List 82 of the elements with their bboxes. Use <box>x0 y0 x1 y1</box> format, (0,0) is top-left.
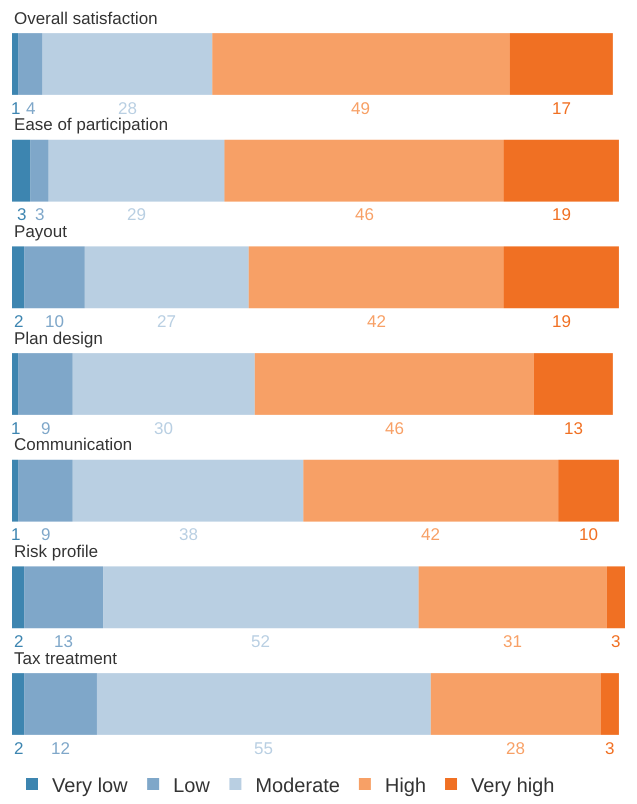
bar <box>248 246 504 308</box>
bar <box>18 460 73 522</box>
bar <box>12 33 18 95</box>
legend-label: Very high <box>471 774 554 797</box>
bar <box>24 566 104 628</box>
bar <box>18 33 42 95</box>
bar <box>303 460 558 522</box>
y-tick-label: Tax treatment <box>14 649 118 668</box>
data-label: 3 <box>17 205 26 224</box>
data-label: 42 <box>367 312 386 331</box>
bar <box>84 246 249 308</box>
y-tick-label: Risk profile <box>14 542 98 561</box>
data-label: 2 <box>14 739 24 758</box>
bar <box>212 33 510 95</box>
bar <box>12 246 24 308</box>
data-label: 55 <box>254 739 273 758</box>
data-label: 2 <box>14 632 24 651</box>
data-label: 10 <box>579 525 598 544</box>
data-label: 9 <box>41 419 50 438</box>
data-label: 46 <box>385 419 404 438</box>
data-label: 42 <box>421 525 440 544</box>
data-label: 38 <box>179 525 198 544</box>
y-tick-label: Overall satisfaction <box>14 9 158 28</box>
bar <box>18 353 73 415</box>
bar <box>24 246 85 308</box>
bar <box>12 140 30 202</box>
bar <box>72 460 304 522</box>
data-label: 1 <box>11 99 20 118</box>
bar <box>12 673 24 735</box>
data-label: 19 <box>552 312 571 331</box>
bar <box>96 673 431 735</box>
bar <box>606 566 625 628</box>
data-label: 46 <box>355 205 374 224</box>
bar <box>504 246 619 308</box>
bar <box>510 33 613 95</box>
bar <box>48 140 224 202</box>
y-tick-label: Plan design <box>14 329 103 348</box>
bar <box>24 673 97 735</box>
data-label: 13 <box>54 632 73 651</box>
bar <box>224 140 504 202</box>
y-tick-label: Payout <box>14 222 68 241</box>
bar <box>534 353 613 415</box>
y-tick-label: Ease of participation <box>14 115 168 134</box>
data-label: 2 <box>14 312 24 331</box>
data-label: 52 <box>251 632 270 651</box>
legend-label: Moderate <box>255 774 340 797</box>
data-label: 31 <box>503 632 522 651</box>
data-label: 29 <box>127 205 146 224</box>
data-label: 12 <box>51 739 70 758</box>
data-label: 28 <box>118 99 137 118</box>
bar <box>12 566 24 628</box>
bar <box>42 33 212 95</box>
bar <box>12 460 18 522</box>
data-label: 9 <box>41 525 50 544</box>
data-label: 4 <box>26 99 36 118</box>
data-label: 13 <box>564 419 583 438</box>
data-label: 30 <box>154 419 173 438</box>
bar <box>30 140 48 202</box>
data-label: 10 <box>45 312 64 331</box>
bar <box>600 673 619 735</box>
data-label: 28 <box>506 739 525 758</box>
bar <box>12 353 18 415</box>
data-label: 3 <box>35 205 44 224</box>
data-label: 3 <box>605 739 614 758</box>
bar <box>418 566 607 628</box>
data-label: 19 <box>552 205 571 224</box>
legend-label: High <box>384 774 426 797</box>
bar <box>558 460 619 522</box>
bar <box>72 353 255 415</box>
data-label: 49 <box>351 99 370 118</box>
y-tick-label: Communication <box>14 435 132 454</box>
bar <box>504 140 619 202</box>
data-label: 27 <box>157 312 176 331</box>
bar <box>254 353 534 415</box>
data-label: 1 <box>11 419 20 438</box>
data-label: 3 <box>611 632 620 651</box>
data-label: 1 <box>11 525 20 544</box>
data-label: 17 <box>552 99 571 118</box>
legend-label: Low <box>173 774 210 797</box>
bar <box>103 566 419 628</box>
legend-label: Very low <box>52 774 128 797</box>
bar <box>430 673 601 735</box>
